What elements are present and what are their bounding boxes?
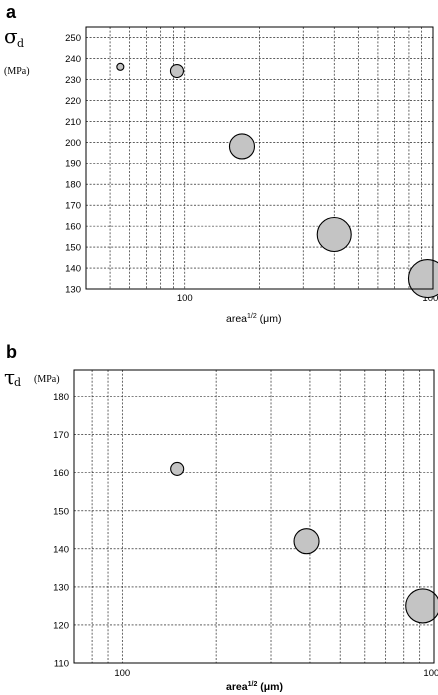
panel-b-y-tick-label: 110 bbox=[54, 659, 69, 670]
panel-a-y-tick-label: 250 bbox=[65, 33, 81, 44]
panel-a-y-tick-label: 140 bbox=[65, 264, 81, 275]
panel-b-y-tick-label: 170 bbox=[53, 430, 69, 441]
panel-a-y-tick-label: 200 bbox=[65, 138, 81, 149]
panel-a-letter: a bbox=[6, 2, 17, 22]
panel-b-ylabel-subscript: d bbox=[14, 376, 21, 389]
panel-b-y-tick-label: 120 bbox=[53, 620, 69, 631]
panel-b-ylabel-unit: (MPa) bbox=[34, 374, 60, 385]
panel-b-x-ticks: 100 1000 bbox=[114, 668, 438, 679]
panel-b-y-tick-label: 150 bbox=[53, 506, 69, 517]
panel-b-data-point bbox=[405, 588, 438, 624]
panel-a-y-tick-label: 240 bbox=[65, 54, 81, 65]
panel-a-data-point bbox=[169, 63, 185, 79]
panel-a-plot-frame bbox=[85, 26, 434, 290]
panel-a-xlabel: area1/2 (μm) bbox=[226, 313, 281, 325]
panel-a-ylabel-unit: (MPa) bbox=[4, 66, 30, 77]
panel-b-y-tick-label: 130 bbox=[53, 582, 69, 593]
panel-b-letter: b bbox=[6, 342, 17, 362]
panel-a-y-tick-label: 130 bbox=[65, 285, 81, 296]
panel-b-data-point bbox=[170, 461, 185, 476]
panel-a-grid bbox=[86, 27, 433, 289]
panel-a-data-point bbox=[407, 258, 438, 299]
panel-a-data-point bbox=[116, 62, 125, 71]
panel-b-xlabel: area1/2 (μm) bbox=[226, 681, 283, 693]
panel-b-y-tick-label: 180 bbox=[53, 392, 69, 403]
panel-b-y-tick-label: 140 bbox=[53, 544, 69, 555]
panel-a-x-tick-label: 1000 bbox=[422, 293, 438, 304]
panel-a-y-tick-label: 160 bbox=[65, 222, 81, 233]
panel-a-ylabel-subscript: d bbox=[17, 37, 24, 50]
panel-a-y-tick-label: 170 bbox=[65, 201, 81, 212]
panel-b-points bbox=[170, 461, 438, 624]
panel-a-y-ticks: 130 140 150 160 170 180 190 200 210 220 230 240 250 bbox=[65, 33, 81, 296]
panel-a-data-point bbox=[228, 133, 256, 160]
panel-b-x-tick-label: 100 bbox=[114, 668, 130, 679]
panel-a-x-ticks: 100 1000 bbox=[177, 293, 438, 304]
panel-a-y-tick-label: 150 bbox=[65, 243, 81, 254]
panel-b-grid bbox=[74, 370, 434, 663]
panel-b-plot-frame bbox=[73, 369, 435, 664]
panel-a-y-tick-label: 230 bbox=[65, 75, 81, 86]
panel-a-x-tick-label: 100 bbox=[177, 293, 193, 304]
panel-b-ylabel-symbol: τ bbox=[4, 365, 15, 389]
panel-a-points bbox=[116, 62, 438, 299]
panel-b-x-tick-label: 1000 bbox=[423, 668, 438, 679]
panel-b-y-ticks: 110 120 130 140 150 160 170 180 bbox=[53, 392, 69, 669]
panel-a-ylabel-symbol: σ bbox=[4, 24, 18, 48]
panel-a-data-point bbox=[316, 216, 352, 253]
panel-a: a σ d (MPa) 130 140 150 160 170 180 190 200 210 2… bbox=[4, 2, 438, 325]
panel-b: b τ d (MPa) 110 120 130 140 150 160 170 180 100… bbox=[4, 342, 438, 693]
panel-a-y-tick-label: 190 bbox=[65, 159, 81, 170]
panel-b-data-point bbox=[293, 528, 320, 555]
panel-a-y-tick-label: 180 bbox=[65, 180, 81, 191]
panel-a-y-tick-label: 220 bbox=[65, 96, 81, 107]
panel-a-y-tick-label: 210 bbox=[65, 117, 81, 128]
panel-b-y-tick-label: 160 bbox=[53, 468, 69, 479]
